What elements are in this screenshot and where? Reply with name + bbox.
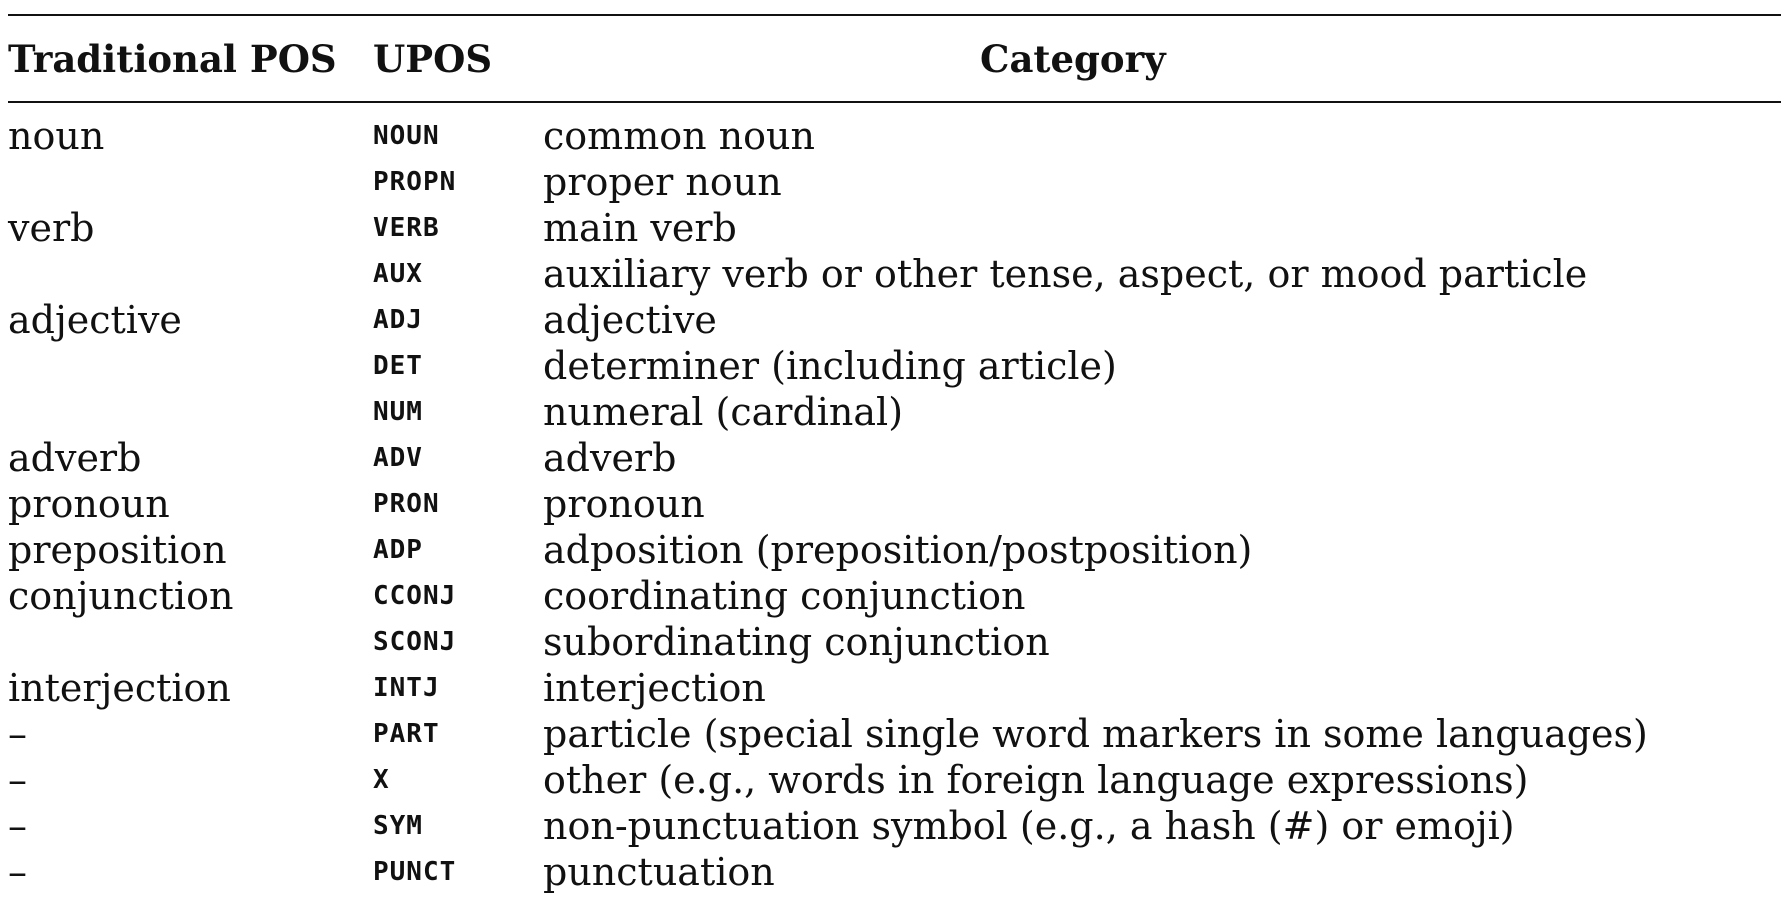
traditional-cell bbox=[8, 619, 373, 665]
category-cell: interjection bbox=[543, 666, 766, 710]
table-row: preposition ADP adposition (preposition/… bbox=[8, 527, 1781, 573]
category-cell: adverb bbox=[543, 436, 677, 480]
traditional-cell: conjunction bbox=[8, 574, 234, 618]
traditional-cell: adverb bbox=[8, 436, 142, 480]
header-rule bbox=[8, 101, 1781, 103]
category-cell: subordinating conjunction bbox=[543, 620, 1050, 664]
category-cell: proper noun bbox=[543, 160, 782, 204]
header-row: Traditional POS UPOS Category bbox=[8, 16, 1781, 101]
table-row: – SYM non-punctuation symbol (e.g., a ha… bbox=[8, 803, 1781, 849]
header-category: Category bbox=[980, 36, 1166, 81]
header-traditional-pos: Traditional POS bbox=[8, 36, 337, 81]
upos-cell: INTJ bbox=[373, 673, 440, 703]
upos-cell: X bbox=[373, 765, 390, 795]
traditional-cell bbox=[8, 343, 373, 389]
category-cell: pronoun bbox=[543, 482, 705, 526]
upos-cell: AUX bbox=[373, 259, 423, 289]
category-cell: main verb bbox=[543, 206, 737, 250]
top-rule bbox=[8, 14, 1781, 16]
category-cell: non-punctuation symbol (e.g., a hash (#)… bbox=[543, 804, 1515, 848]
table-row: conjunction CCONJ coordinating conjuncti… bbox=[8, 573, 1781, 619]
upos-cell: PROPN bbox=[373, 167, 457, 197]
upos-cell: DET bbox=[373, 351, 423, 381]
table-row: AUX auxiliary verb or other tense, aspec… bbox=[8, 251, 1781, 297]
table-row: adverb ADV adverb bbox=[8, 435, 1781, 481]
upos-cell: NOUN bbox=[373, 121, 440, 151]
pos-table: Traditional POS UPOS Category bbox=[8, 16, 1781, 101]
category-cell: determiner (including article) bbox=[543, 344, 1117, 388]
table-row: noun NOUN common noun bbox=[8, 103, 1781, 159]
upos-cell: ADP bbox=[373, 535, 423, 565]
upos-cell: SCONJ bbox=[373, 627, 457, 657]
category-cell: common noun bbox=[543, 114, 815, 158]
table-row: PROPN proper noun bbox=[8, 159, 1781, 205]
header-upos: UPOS bbox=[373, 36, 493, 81]
traditional-cell: – bbox=[8, 850, 27, 894]
table-row: DET determiner (including article) bbox=[8, 343, 1781, 389]
category-cell: particle (special single word markers in… bbox=[543, 712, 1648, 756]
traditional-cell: – bbox=[8, 804, 27, 848]
table-row: NUM numeral (cardinal) bbox=[8, 389, 1781, 435]
category-cell: numeral (cardinal) bbox=[543, 390, 904, 434]
table-row: – PART particle (special single word mar… bbox=[8, 711, 1781, 757]
category-cell: punctuation bbox=[543, 850, 775, 894]
upos-cell: ADV bbox=[373, 443, 423, 473]
upos-cell: PRON bbox=[373, 489, 440, 519]
traditional-cell bbox=[8, 251, 373, 297]
table-row: verb VERB main verb bbox=[8, 205, 1781, 251]
category-cell: other (e.g., words in foreign language e… bbox=[543, 758, 1529, 802]
traditional-cell: adjective bbox=[8, 298, 182, 342]
upos-cell: PUNCT bbox=[373, 857, 457, 887]
pos-table-container: Traditional POS UPOS Category noun NOUN … bbox=[8, 14, 1781, 895]
table-row: pronoun PRON pronoun bbox=[8, 481, 1781, 527]
table-row: interjection INTJ interjection bbox=[8, 665, 1781, 711]
table-row: SCONJ subordinating conjunction bbox=[8, 619, 1781, 665]
upos-cell: ADJ bbox=[373, 305, 423, 335]
traditional-cell: noun bbox=[8, 114, 105, 158]
upos-cell: NUM bbox=[373, 397, 423, 427]
category-cell: adposition (preposition/postposition) bbox=[543, 528, 1253, 572]
traditional-cell: verb bbox=[8, 206, 95, 250]
category-cell: auxiliary verb or other tense, aspect, o… bbox=[543, 252, 1588, 296]
traditional-cell bbox=[8, 389, 373, 435]
upos-cell: CCONJ bbox=[373, 581, 457, 611]
traditional-cell: – bbox=[8, 712, 27, 756]
upos-cell: VERB bbox=[373, 213, 440, 243]
table-body: noun NOUN common noun PROPN proper noun … bbox=[8, 103, 1781, 895]
table-row: – PUNCT punctuation bbox=[8, 849, 1781, 895]
upos-cell: PART bbox=[373, 719, 440, 749]
pos-table-body: noun NOUN common noun PROPN proper noun … bbox=[8, 103, 1781, 895]
table-header: Traditional POS UPOS Category bbox=[8, 16, 1781, 101]
traditional-cell bbox=[8, 159, 373, 205]
table-row: adjective ADJ adjective bbox=[8, 297, 1781, 343]
traditional-cell: interjection bbox=[8, 666, 231, 710]
category-cell: adjective bbox=[543, 298, 717, 342]
traditional-cell: – bbox=[8, 758, 27, 802]
upos-cell: SYM bbox=[373, 811, 423, 841]
category-cell: coordinating conjunction bbox=[543, 574, 1026, 618]
traditional-cell: preposition bbox=[8, 528, 227, 572]
traditional-cell: pronoun bbox=[8, 482, 170, 526]
table-row: – X other (e.g., words in foreign langua… bbox=[8, 757, 1781, 803]
